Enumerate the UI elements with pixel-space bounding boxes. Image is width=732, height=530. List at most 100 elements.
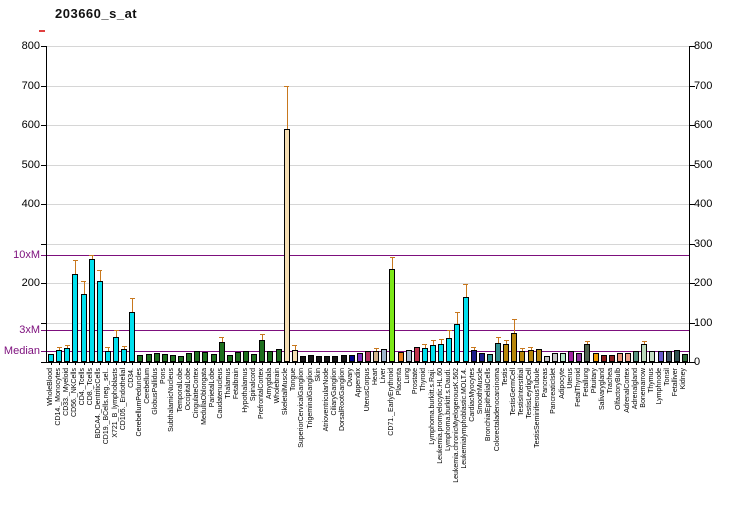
x-axis-label: BronchialEpithelialCells <box>485 368 493 442</box>
x-axis-tick <box>311 362 313 365</box>
bar <box>649 350 656 362</box>
x-axis-label: CD19._BCells.neg._sel.. <box>103 368 111 445</box>
bar <box>389 269 396 362</box>
bar <box>470 350 477 362</box>
bar <box>495 343 502 362</box>
error-bar <box>262 334 264 341</box>
error-bar-cap <box>389 256 395 258</box>
bar <box>665 350 672 362</box>
chart-title: 203660_s_at <box>55 6 138 21</box>
x-axis-label: Pons <box>160 368 168 384</box>
reference-line-10xm <box>47 255 689 257</box>
error-bar <box>59 346 61 350</box>
bar <box>576 352 583 362</box>
bar <box>48 354 55 362</box>
bar <box>218 342 225 362</box>
bar <box>405 350 412 362</box>
x-axis-tick <box>205 362 207 365</box>
y-axis-tick-label: 0 <box>694 356 701 368</box>
error-bar <box>221 336 223 343</box>
x-axis-label: PrefrontalCortex <box>257 368 265 419</box>
x-axis-tick <box>254 362 256 365</box>
error-bar-cap <box>129 297 135 299</box>
bar <box>145 354 152 362</box>
x-axis-label: TestisGermCell <box>509 368 517 416</box>
y-axis-tick <box>690 283 695 284</box>
x-axis-label: Wholebrain <box>274 368 282 404</box>
error-bar-cap <box>528 346 534 348</box>
x-axis-label: SkeletalMuscle <box>282 368 290 416</box>
bar <box>332 355 339 362</box>
x-axis-label: Liver <box>379 368 387 384</box>
bar <box>251 354 258 362</box>
y-axis-tick <box>41 46 46 47</box>
y-axis-tick-label: 800 <box>694 40 713 52</box>
x-axis-label: Thalamus <box>225 368 233 399</box>
x-axis-label: CD4._Tcells <box>79 368 87 406</box>
x-axis-label: Bonemarrow <box>639 368 647 408</box>
x-axis-tick <box>587 362 589 365</box>
bar <box>56 349 63 362</box>
error-bar <box>530 346 532 351</box>
x-axis-label: TestisInterstitial <box>517 368 525 416</box>
error-bar-cap <box>495 337 501 339</box>
x-axis-tick <box>619 362 621 365</box>
error-bar-cap <box>454 311 460 313</box>
x-axis-label: CD105._Endothelial <box>119 368 127 431</box>
bar <box>454 324 461 362</box>
bar <box>462 296 469 362</box>
reference-line-label: Median <box>3 345 40 358</box>
x-axis-tick <box>237 362 239 365</box>
bar <box>234 351 241 362</box>
bar <box>161 354 168 362</box>
bar <box>657 351 664 362</box>
bar <box>511 333 518 362</box>
error-bar-cap <box>503 339 509 341</box>
error-bar-cap <box>121 346 127 348</box>
x-axis-label: Appendix <box>355 368 363 398</box>
x-axis-label: MedullaOblongata <box>200 368 208 425</box>
bar <box>80 293 87 362</box>
error-bar <box>99 270 101 282</box>
bar <box>316 356 323 362</box>
x-axis-tick <box>530 362 532 365</box>
x-axis-label: DorsalRootGanglion <box>339 368 347 432</box>
error-bar-cap <box>72 260 78 262</box>
bar <box>373 350 380 362</box>
reference-tick <box>41 330 46 331</box>
x-axis-tick <box>684 362 686 365</box>
error-bar-cap <box>463 284 469 286</box>
bar <box>153 352 160 362</box>
error-bar-cap <box>89 254 95 256</box>
bar <box>365 350 371 362</box>
x-axis-label: AtrioventricularNode <box>322 368 330 432</box>
plot-area <box>41 46 695 365</box>
bar <box>527 350 534 362</box>
x-axis-tick <box>140 362 142 365</box>
y-axis-tick-label: 300 <box>694 237 713 250</box>
error-bar <box>441 339 443 345</box>
x-axis-label: SubthalamicNucleus <box>168 368 176 432</box>
x-axis-tick <box>554 362 556 365</box>
bar <box>137 354 144 362</box>
x-axis-tick <box>400 362 402 365</box>
y-axis-tick-label: 400 <box>21 198 40 210</box>
gridline <box>47 164 689 166</box>
x-axis-tick <box>563 362 565 365</box>
x-axis-label: Leukemialymphoblastic.MOLT.4. <box>461 368 469 469</box>
bar <box>478 353 485 362</box>
x-axis-label: Fetallung <box>582 368 590 397</box>
x-axis-tick <box>514 362 516 365</box>
bar <box>88 259 95 362</box>
y-axis-tick-label: 600 <box>21 119 40 131</box>
x-axis-tick <box>424 362 426 365</box>
x-axis-tick <box>156 362 158 365</box>
bar <box>267 350 274 362</box>
error-bar <box>392 256 394 270</box>
x-axis-tick <box>262 362 264 365</box>
x-axis-label: Tonsil <box>664 368 672 386</box>
y-axis-tick-label: 500 <box>694 158 713 171</box>
bar <box>673 350 680 362</box>
x-axis-tick <box>229 362 231 365</box>
error-bar <box>506 339 508 344</box>
